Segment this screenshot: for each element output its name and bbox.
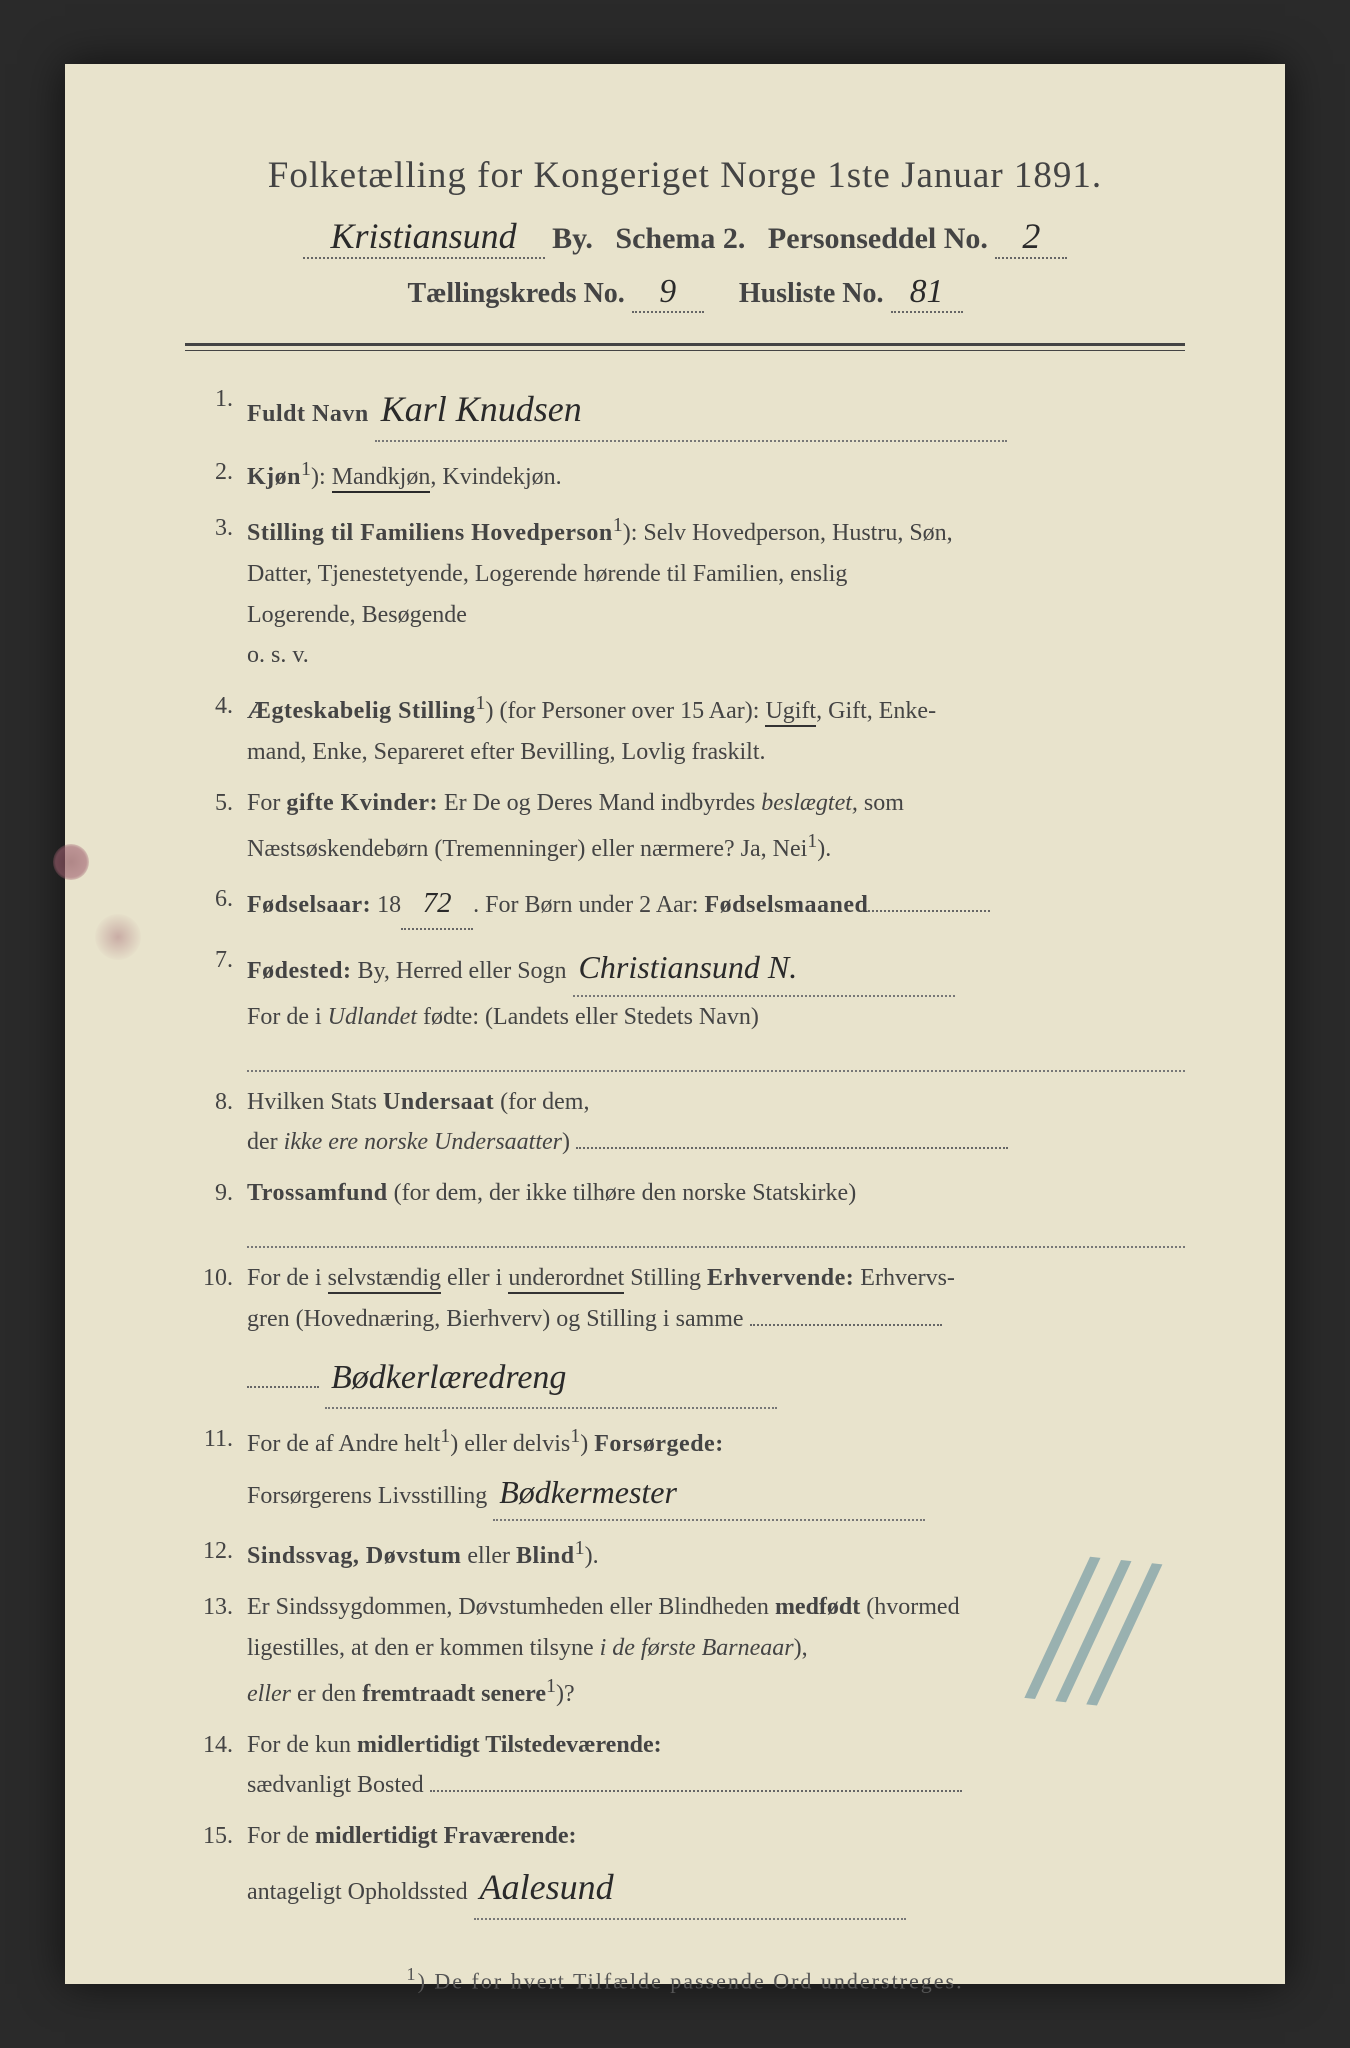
city-field: Kristiansund bbox=[303, 215, 545, 259]
form-subheader: Kristiansund By. Schema 2. Personseddel … bbox=[185, 215, 1185, 259]
field-14: 14. For de kun midlertidigt Tilstedevære… bbox=[185, 1725, 1185, 1807]
birth-year-value: 72 bbox=[401, 879, 473, 930]
field-1: 1. Fuldt Navn Karl Knudsen bbox=[185, 379, 1185, 442]
marital-selected: Ugift bbox=[765, 698, 816, 727]
full-name-value: Karl Knudsen bbox=[375, 379, 1007, 442]
field-3: 3. Stilling til Familiens Hovedperson1):… bbox=[185, 508, 1185, 676]
field-7: 7. Fødested: By, Herred eller Sogn Chris… bbox=[185, 940, 1185, 1071]
sex-selected: Mandkjøn bbox=[332, 464, 431, 493]
field-9: 9. Trossamfund (for dem, der ikke tilhør… bbox=[185, 1173, 1185, 1248]
provider-occupation-value: Bødkermester bbox=[493, 1465, 925, 1521]
husliste-no: 81 bbox=[891, 273, 963, 313]
census-form-page: Folketælling for Kongeriget Norge 1ste J… bbox=[65, 64, 1285, 1984]
personseddel-no: 2 bbox=[995, 215, 1067, 259]
field-12: 12. Sindssvag, Døvstum eller Blind1). bbox=[185, 1531, 1185, 1577]
divider bbox=[185, 343, 1185, 351]
field-10: 10. For de i selvstændig eller i underor… bbox=[185, 1258, 1185, 1409]
form-subheader-2: Tællingskreds No. 9 Husliste No. 81 bbox=[185, 273, 1185, 313]
field-5: 5. For gifte Kvinder: Er De og Deres Man… bbox=[185, 783, 1185, 870]
field-13: 13. Er Sindssygdommen, Døvstumheden elle… bbox=[185, 1587, 1185, 1714]
field-6: 6. Fødselsaar: 1872. For Børn under 2 Aa… bbox=[185, 879, 1185, 930]
field-8: 8. Hvilken Stats Undersaat (for dem, der… bbox=[185, 1082, 1185, 1164]
occupation-value: Bødkerlæredreng bbox=[325, 1349, 777, 1409]
field-15: 15. For de midlertidigt Fraværende: anta… bbox=[185, 1816, 1185, 1920]
footnote: 1) De for hvert Tilfælde passende Ord un… bbox=[185, 1964, 1185, 1994]
kreds-no: 9 bbox=[632, 273, 704, 313]
field-2: 2. Kjøn1): Mandkjøn, Kvindekjøn. bbox=[185, 452, 1185, 498]
birthplace-value: Christiansund N. bbox=[573, 940, 955, 996]
field-4: 4. Ægteskabelig Stilling1) (for Personer… bbox=[185, 686, 1185, 773]
form-title: Folketælling for Kongeriget Norge 1ste J… bbox=[185, 154, 1185, 197]
form-body: 1. Fuldt Navn Karl Knudsen 2. Kjøn1): Ma… bbox=[185, 379, 1185, 1920]
paper-stain bbox=[95, 914, 141, 960]
paper-stain bbox=[53, 844, 89, 880]
absent-location-value: Aalesund bbox=[474, 1857, 906, 1920]
field-11: 11. For de af Andre helt1) eller delvis1… bbox=[185, 1419, 1185, 1521]
